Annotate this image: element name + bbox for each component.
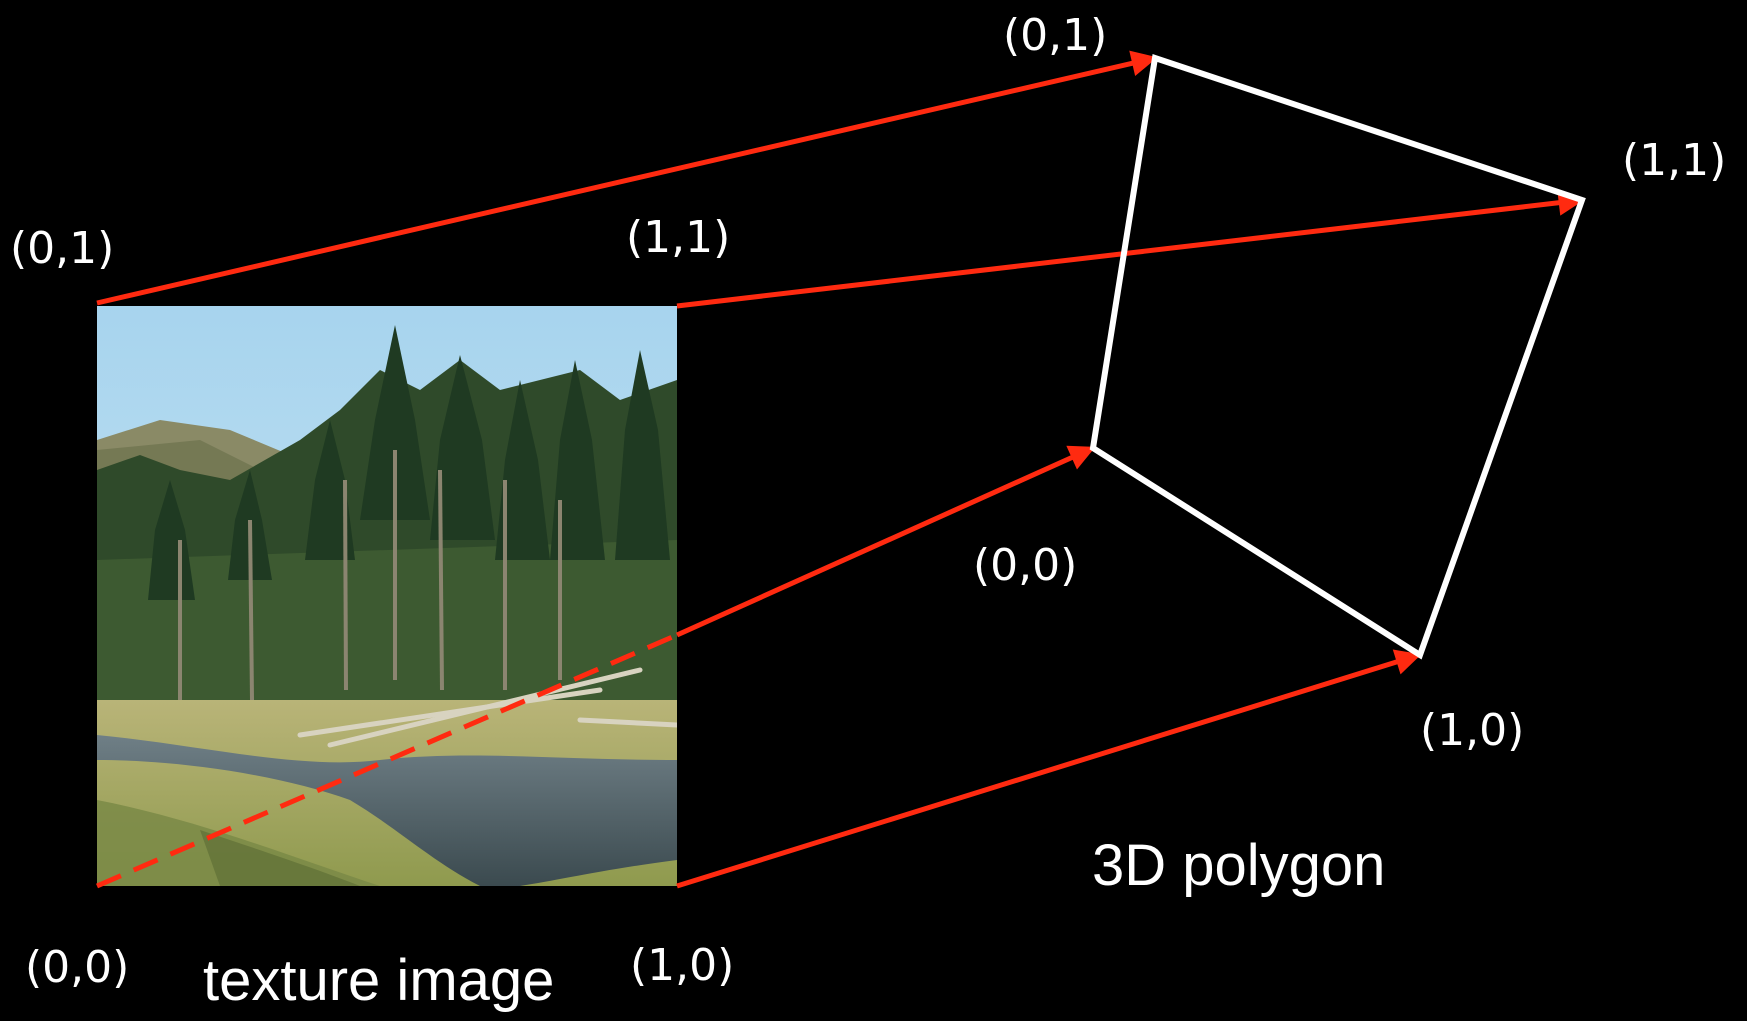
texture-caption: texture image [203, 948, 554, 1013]
arrow-bottom-right-to-bottom [676, 649, 1422, 889]
texture-image [97, 306, 677, 886]
texture-label-top-left: (0,1) [10, 223, 114, 274]
arrow-top-left-to-top [96, 50, 1158, 306]
polygon-label-bottom: (1,0) [1420, 705, 1524, 756]
texture-label-bottom-left: (0,0) [25, 942, 129, 993]
texture-label-bottom-right: (1,0) [630, 940, 734, 991]
dashed-diagonal [96, 632, 678, 889]
mapping-arrows [96, 50, 1585, 889]
polygon-caption: 3D polygon [1092, 833, 1385, 898]
arrow-top-right-to-right [676, 189, 1585, 309]
polygon-label-right: (1,1) [1622, 135, 1726, 186]
arrow-mid-right-to-left [675, 445, 1096, 638]
polygon-3d [1089, 54, 1586, 660]
polygon-label-left: (0,0) [973, 540, 1077, 591]
polygon-label-top: (0,1) [1003, 10, 1107, 61]
texture-label-top-right: (1,1) [626, 212, 730, 263]
